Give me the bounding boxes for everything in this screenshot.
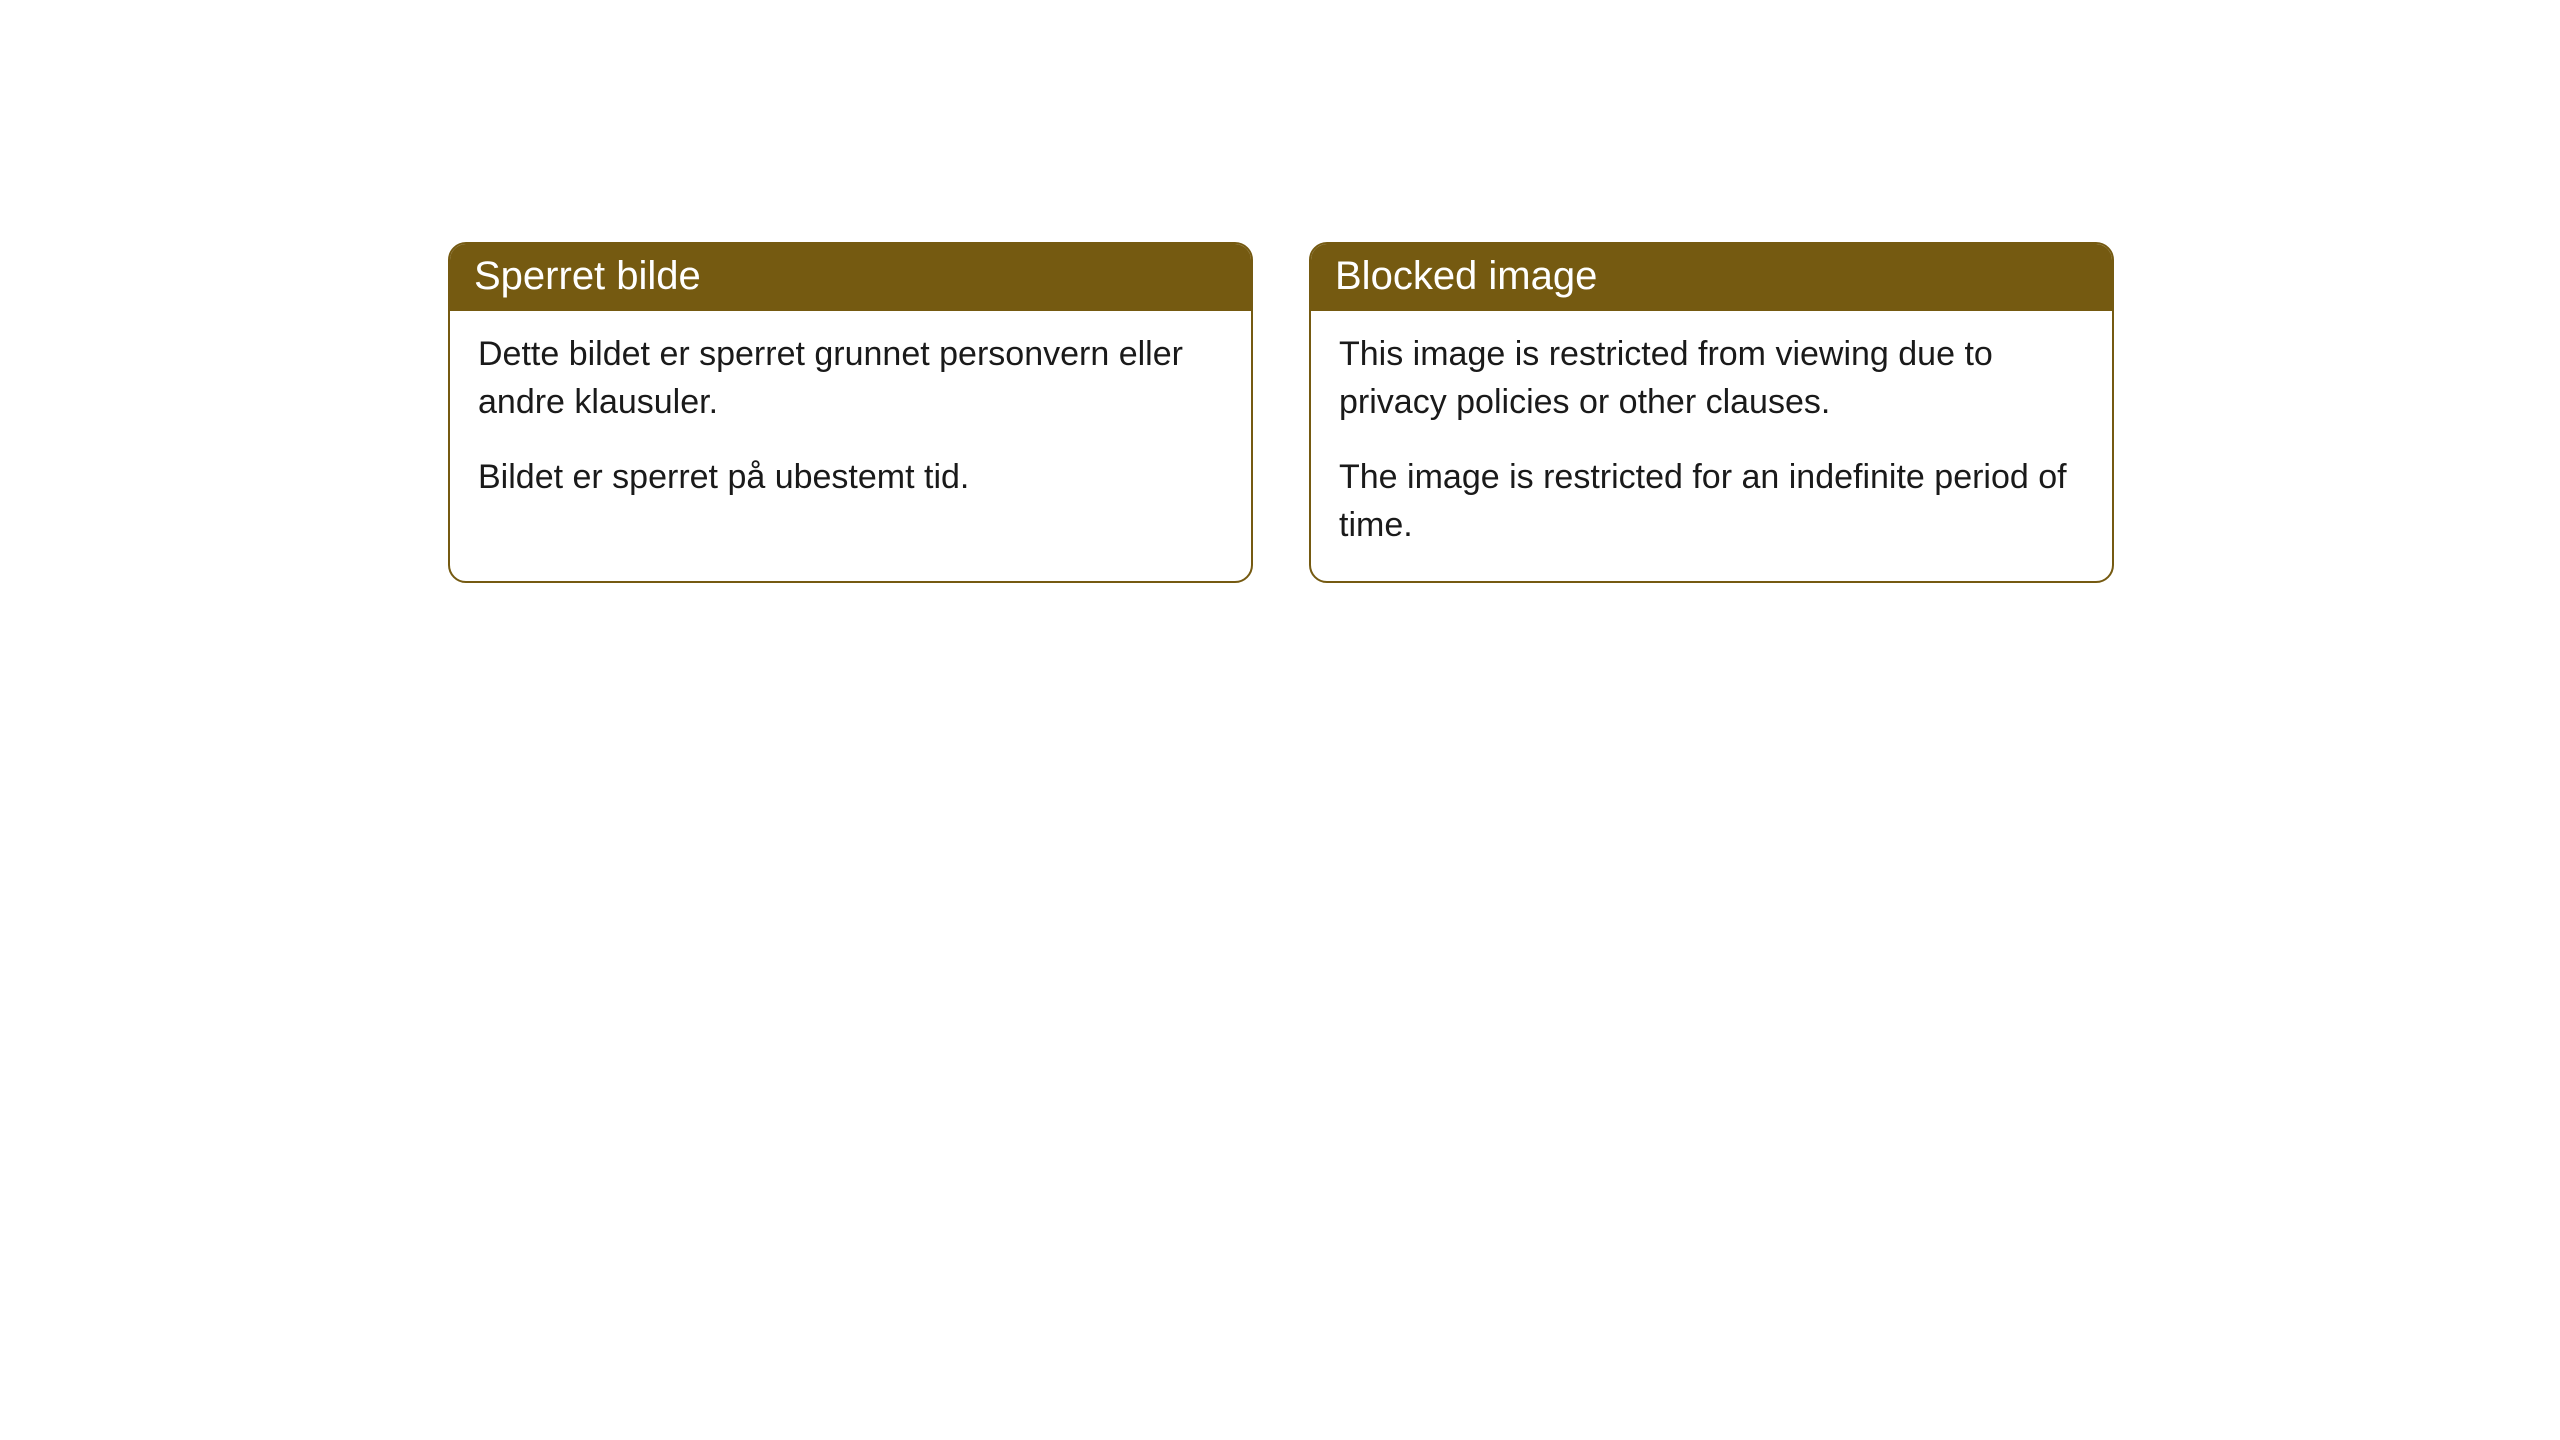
card-paragraph: The image is restricted for an indefinit… [1339, 454, 2084, 549]
card-header-norwegian: Sperret bilde [450, 244, 1251, 311]
card-paragraph: This image is restricted from viewing du… [1339, 331, 2084, 426]
notice-cards-container: Sperret bilde Dette bildet er sperret gr… [448, 242, 2114, 583]
card-paragraph: Dette bildet er sperret grunnet personve… [478, 331, 1223, 426]
card-paragraph: Bildet er sperret på ubestemt tid. [478, 454, 1223, 502]
card-body-english: This image is restricted from viewing du… [1311, 311, 2112, 581]
card-body-norwegian: Dette bildet er sperret grunnet personve… [450, 311, 1251, 534]
notice-card-english: Blocked image This image is restricted f… [1309, 242, 2114, 583]
card-header-english: Blocked image [1311, 244, 2112, 311]
notice-card-norwegian: Sperret bilde Dette bildet er sperret gr… [448, 242, 1253, 583]
